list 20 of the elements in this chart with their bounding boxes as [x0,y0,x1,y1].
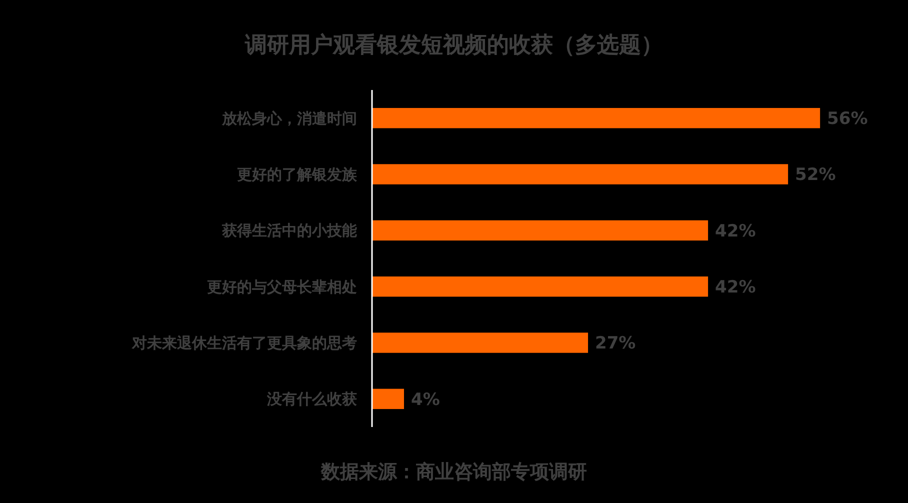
data-label: 4% [411,390,440,410]
bar [372,332,588,353]
data-label: 42% [715,278,756,298]
data-label: 56% [827,109,868,130]
data-label: 52% [795,165,836,186]
bar [372,388,404,410]
bar [372,108,820,128]
data-label: 27% [595,334,636,354]
y-tick-label: 更好的与父母长辈相处 [207,278,357,296]
chart-title: 调研用户观看银发短视频的收获（多选题） [244,32,663,58]
y-tick-label: 更好的了解银发族 [237,166,358,184]
bar [372,220,708,241]
bar [372,164,788,184]
y-tick-label: 没有什么收获 [266,390,357,408]
source-note: 数据来源：商业咨询部专项调研 [320,461,587,483]
y-tick-label: 对未来退休生活有了更具象的思考 [131,334,357,352]
y-tick-label: 获得生活中的小技能 [221,222,358,240]
y-tick-label: 放松身心，消遣时间 [221,109,357,128]
bar [372,276,708,297]
data-label: 42% [715,221,756,242]
